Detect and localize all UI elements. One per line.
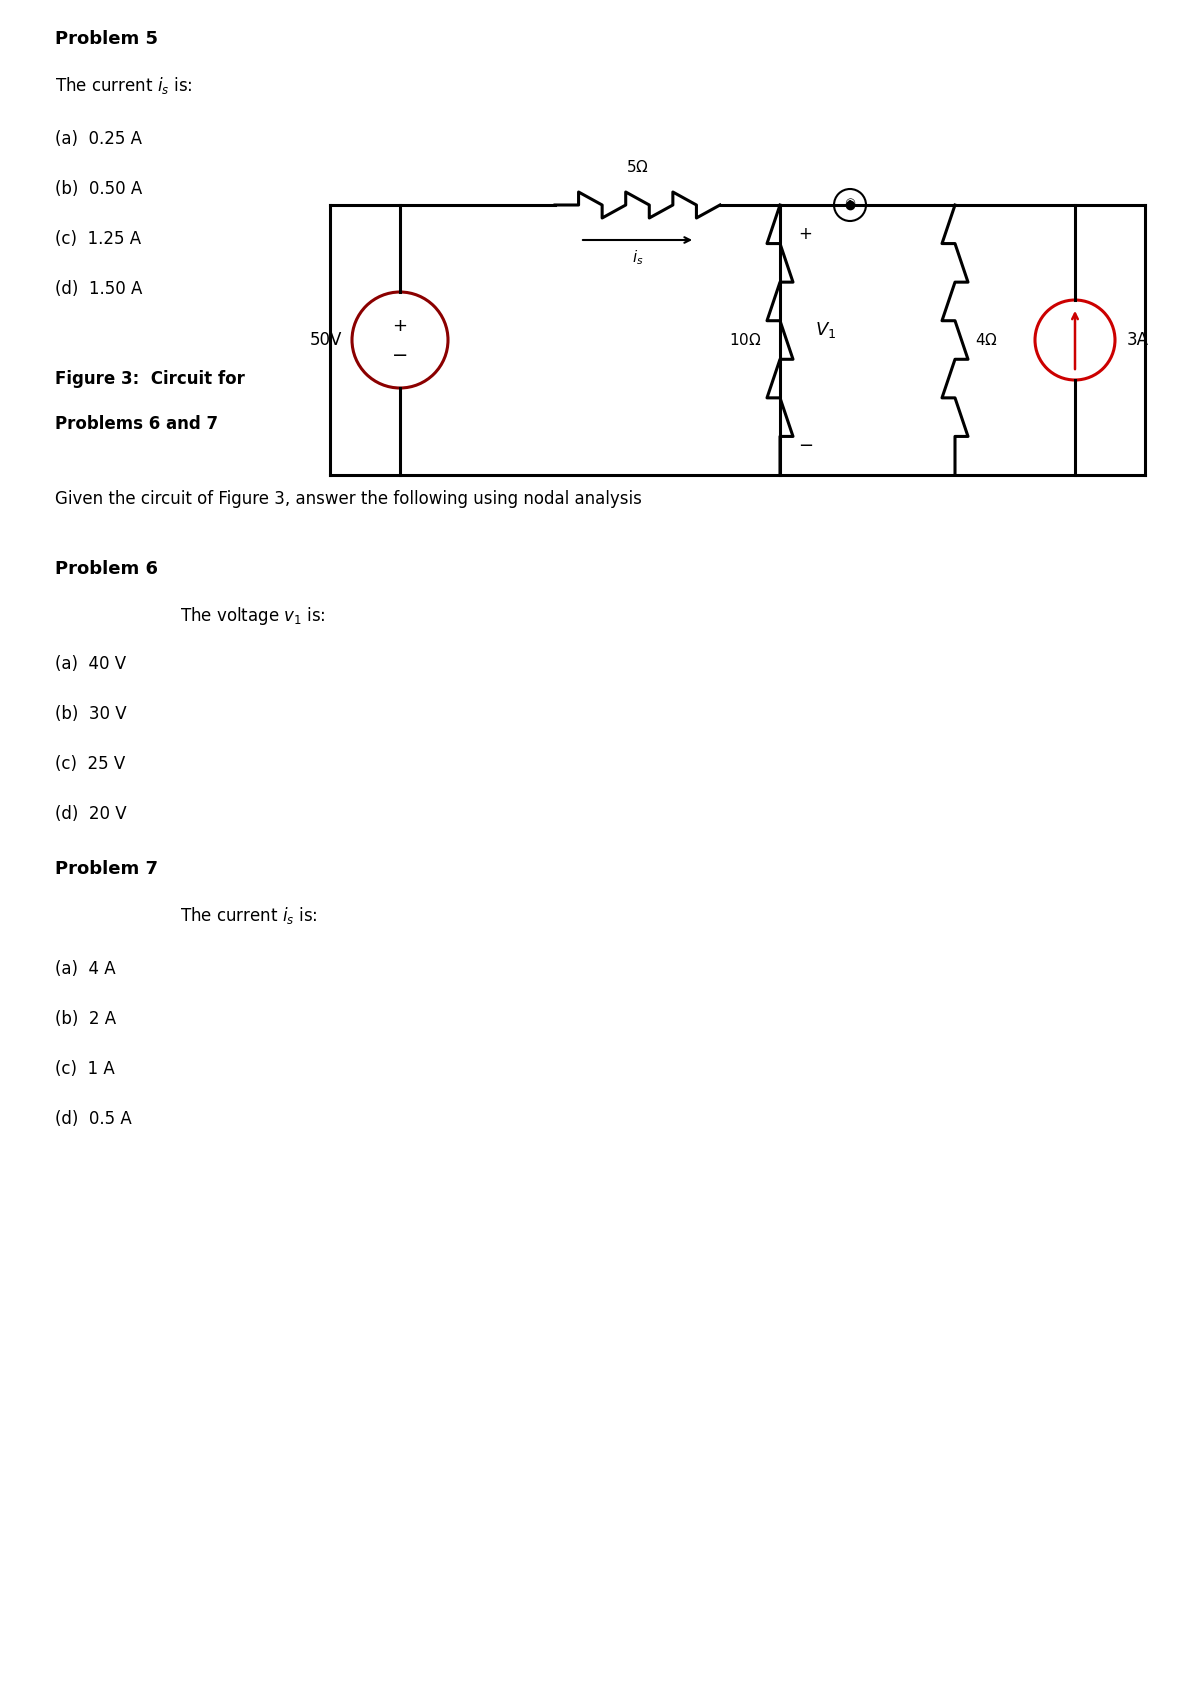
Text: Problem 6: Problem 6	[55, 560, 158, 579]
Text: Problems 6 and 7: Problems 6 and 7	[55, 416, 218, 433]
Text: 4$\Omega$: 4$\Omega$	[974, 333, 998, 348]
Text: (a)  4 A: (a) 4 A	[55, 961, 115, 977]
Text: −: −	[392, 346, 408, 365]
Text: The current $i_s$ is:: The current $i_s$ is:	[180, 905, 318, 927]
Text: (b)  30 V: (b) 30 V	[55, 704, 127, 723]
Text: $i_s$: $i_s$	[631, 248, 643, 266]
Text: 10$\Omega$: 10$\Omega$	[730, 333, 762, 348]
Text: The current $i_s$ is:: The current $i_s$ is:	[55, 75, 193, 97]
Text: +: +	[392, 317, 408, 334]
Text: 5$\Omega$: 5$\Omega$	[626, 160, 649, 175]
Text: (c)  1.25 A: (c) 1.25 A	[55, 231, 142, 248]
Text: (d)  20 V: (d) 20 V	[55, 804, 127, 823]
Text: +: +	[798, 226, 812, 243]
Text: (d)  1.50 A: (d) 1.50 A	[55, 280, 143, 299]
Text: −: −	[798, 438, 814, 455]
Text: The voltage $v_1$ is:: The voltage $v_1$ is:	[180, 606, 325, 626]
Text: $V_1$: $V_1$	[815, 321, 836, 339]
Text: Given the circuit of Figure 3, answer the following using nodal analysis: Given the circuit of Figure 3, answer th…	[55, 490, 642, 507]
Text: Problem 5: Problem 5	[55, 31, 158, 48]
Text: (b)  0.50 A: (b) 0.50 A	[55, 180, 143, 199]
Text: (d)  0.5 A: (d) 0.5 A	[55, 1110, 132, 1129]
Text: ①: ①	[845, 197, 856, 210]
Text: (c)  25 V: (c) 25 V	[55, 755, 125, 774]
Text: (b)  2 A: (b) 2 A	[55, 1010, 116, 1028]
Text: 50V: 50V	[310, 331, 342, 350]
Text: Figure 3:  Circuit for: Figure 3: Circuit for	[55, 370, 245, 389]
Text: (a)  40 V: (a) 40 V	[55, 655, 126, 674]
Text: Problem 7: Problem 7	[55, 860, 158, 877]
Text: (c)  1 A: (c) 1 A	[55, 1061, 115, 1078]
Text: (a)  0.25 A: (a) 0.25 A	[55, 131, 142, 148]
Text: 3A: 3A	[1127, 331, 1150, 350]
